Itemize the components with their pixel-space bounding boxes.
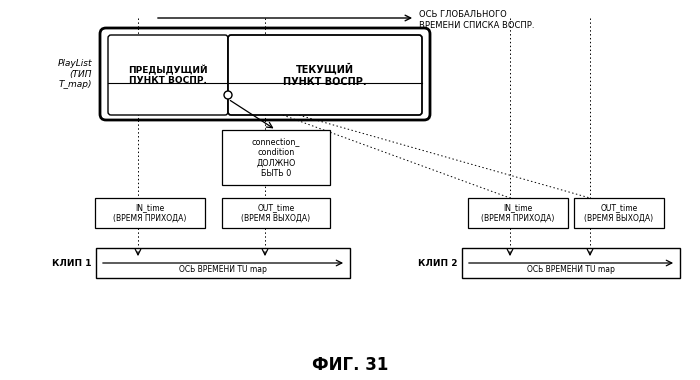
Bar — [96, 248, 350, 278]
Bar — [222, 198, 330, 228]
Text: КЛИП 2: КЛИП 2 — [419, 258, 458, 268]
Text: OUT_time
(ВРЕМЯ ВЫХОДА): OUT_time (ВРЕМЯ ВЫХОДА) — [584, 203, 654, 223]
Text: ПРЕДЫДУЩИЙ
ПУНКТ ВОСПР.: ПРЕДЫДУЩИЙ ПУНКТ ВОСПР. — [128, 65, 208, 86]
FancyBboxPatch shape — [228, 35, 422, 115]
Bar — [95, 198, 205, 228]
Text: IN_time
(ВРЕМЯ ПРИХОДА): IN_time (ВРЕМЯ ПРИХОДА) — [482, 203, 554, 223]
Bar — [468, 198, 568, 228]
Text: ТЕКУЩИЙ
ПУНКТ ВОСПР.: ТЕКУЩИЙ ПУНКТ ВОСПР. — [284, 63, 367, 87]
Text: OUT_time
(ВРЕМЯ ВЫХОДА): OUT_time (ВРЕМЯ ВЫХОДА) — [241, 203, 311, 223]
Text: ФИГ. 31: ФИГ. 31 — [312, 356, 388, 374]
Text: ОСЬ ГЛОБАЛЬНОГО
ВРЕМЕНИ СПИСКА ВОСПР.: ОСЬ ГЛОБАЛЬНОГО ВРЕМЕНИ СПИСКА ВОСПР. — [419, 10, 535, 30]
Text: ОСЬ ВРЕМЕНИ TU map: ОСЬ ВРЕМЕНИ TU map — [527, 264, 615, 274]
Text: IN_time
(ВРЕМЯ ПРИХОДА): IN_time (ВРЕМЯ ПРИХОДА) — [113, 203, 187, 223]
FancyBboxPatch shape — [108, 35, 228, 115]
Text: КЛИП 1: КЛИП 1 — [52, 258, 92, 268]
Bar — [222, 130, 330, 185]
Text: PlayList
(ТИП
T_map): PlayList (ТИП T_map) — [57, 59, 92, 89]
Circle shape — [224, 91, 232, 99]
Bar — [462, 248, 680, 278]
Bar — [574, 198, 664, 228]
Text: ОСЬ ВРЕМЕНИ TU map: ОСЬ ВРЕМЕНИ TU map — [179, 264, 267, 274]
Text: connection_
condition
ДОЛЖНО
БЫТЬ 0: connection_ condition ДОЛЖНО БЫТЬ 0 — [252, 138, 300, 177]
FancyBboxPatch shape — [100, 28, 430, 120]
